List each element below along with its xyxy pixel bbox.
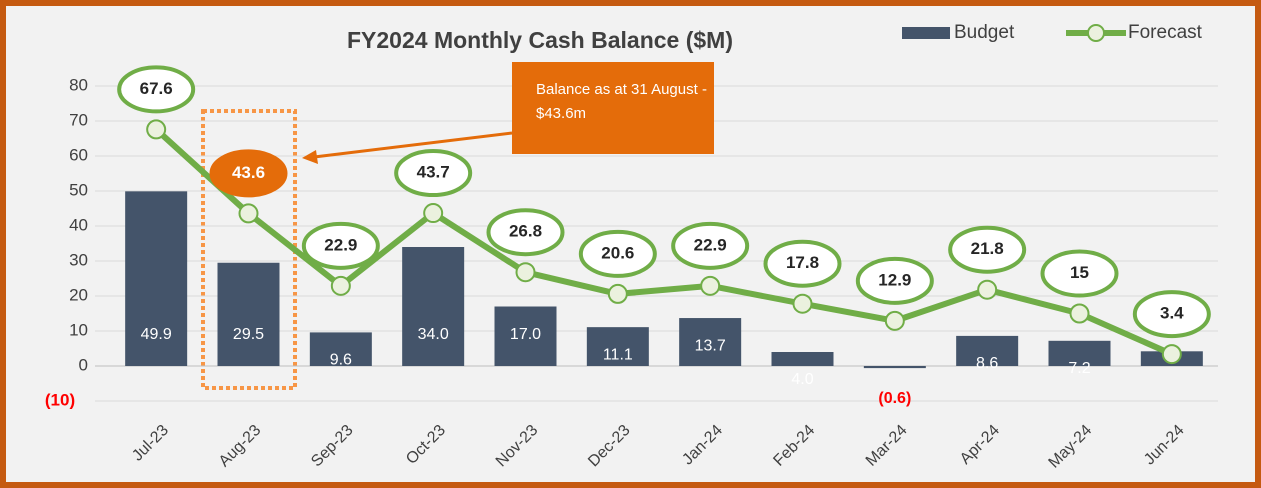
- forecast-label-bubble: [209, 149, 288, 198]
- legend-swatch: [902, 27, 950, 39]
- legend-marker: [1087, 24, 1105, 42]
- y-tick-label: (10): [45, 390, 75, 409]
- annotation-arrowhead: [302, 150, 318, 164]
- forecast-label-bubble: [948, 225, 1027, 274]
- annotation-box: [512, 62, 714, 154]
- forecast-value-label: 3.4: [1160, 304, 1184, 323]
- forecast-marker: [330, 275, 351, 296]
- bar-value-label: (0.6): [878, 390, 911, 407]
- bar: [217, 262, 280, 366]
- forecast-value-label: 20.6: [601, 243, 634, 262]
- bar: [956, 335, 1019, 366]
- annotation-arrow: [305, 131, 513, 160]
- y-tick-label: 70: [69, 110, 88, 129]
- forecast-label-bubble: [301, 221, 380, 270]
- annotation: Balance as at 31 August - $43.6m: [536, 81, 707, 122]
- highlight-box: [201, 109, 297, 390]
- forecast-value-label: 21.8: [971, 239, 1004, 258]
- forecast-line: [154, 127, 1174, 357]
- forecast-marker: [607, 283, 628, 304]
- forecast-marker: [1161, 344, 1182, 365]
- forecast-marker: [977, 279, 998, 300]
- forecast-label-bubble: [671, 221, 750, 270]
- bar-value-label: 8.6: [976, 355, 998, 372]
- forecast-label-bubble: [763, 239, 842, 288]
- y-tick-label: 0: [79, 355, 88, 374]
- bar-value-label: 4.0: [791, 371, 813, 388]
- y-tick-label: 60: [69, 145, 88, 164]
- forecast-value-label: 15: [1070, 263, 1089, 282]
- forecast-marker: [884, 310, 905, 331]
- forecast-value-label: 22.9: [324, 235, 357, 254]
- forecast-marker: [515, 262, 536, 283]
- bar: [309, 332, 372, 366]
- bar: [494, 306, 557, 366]
- bar-value-label: 17.0: [510, 326, 541, 343]
- y-tick-label: 80: [69, 75, 88, 94]
- legend-label: Budget: [954, 22, 1015, 43]
- forecast-marker: [146, 119, 167, 140]
- bar-value-label: 13.7: [695, 337, 726, 354]
- forecast-marker: [1069, 303, 1090, 324]
- chart-title: FY2024 Monthly Cash Balance ($M): [347, 27, 733, 53]
- forecast-marker: [238, 203, 259, 224]
- bar: [125, 191, 188, 366]
- bar-value-label: 34.0: [418, 326, 449, 343]
- forecast-marker: [423, 203, 444, 224]
- forecast-value-label: 67.6: [140, 79, 173, 98]
- forecast-value-label: 26.8: [509, 222, 542, 241]
- y-tick-label: 50: [69, 180, 88, 199]
- forecast-label-bubble: [394, 149, 473, 198]
- legend-label: Forecast: [1128, 22, 1203, 43]
- y-tick-label: 30: [69, 250, 88, 269]
- forecast-marker: [700, 275, 721, 296]
- forecast-label-bubble: [1040, 249, 1119, 298]
- forecast-value-label: 17.8: [786, 253, 819, 272]
- bar: [402, 247, 465, 366]
- bar: [863, 366, 926, 369]
- bar-value-label: 7.2: [1068, 360, 1090, 377]
- forecast-value-label: 43.7: [417, 163, 450, 182]
- bar: [679, 318, 742, 366]
- bar: [771, 352, 834, 366]
- bar: [586, 327, 649, 366]
- bar: [1048, 340, 1111, 366]
- forecast-label-bubble: [486, 208, 565, 257]
- forecast-label-bubble: [117, 65, 196, 114]
- bar-value-label: 49.9: [141, 326, 172, 343]
- forecast-label-bubble: [578, 229, 657, 278]
- forecast-value-label: 22.9: [694, 235, 727, 254]
- bar-value-label: 9.6: [330, 352, 352, 369]
- bar-value-label: 11.1: [603, 346, 633, 363]
- forecast-value-label: 43.6: [232, 163, 265, 182]
- y-tick-label: 40: [69, 215, 88, 234]
- y-tick-label: 20: [69, 285, 88, 304]
- forecast-label-bubble: [1132, 290, 1211, 339]
- forecast-marker: [792, 293, 813, 314]
- bar-value-label: 29.5: [233, 326, 264, 343]
- forecast-value-label: 12.9: [878, 270, 911, 289]
- y-tick-label: 10: [69, 320, 88, 339]
- annotation-wrap: Balance as at 31 August - $43.6m: [536, 81, 707, 122]
- forecast-label-bubble: [855, 256, 934, 305]
